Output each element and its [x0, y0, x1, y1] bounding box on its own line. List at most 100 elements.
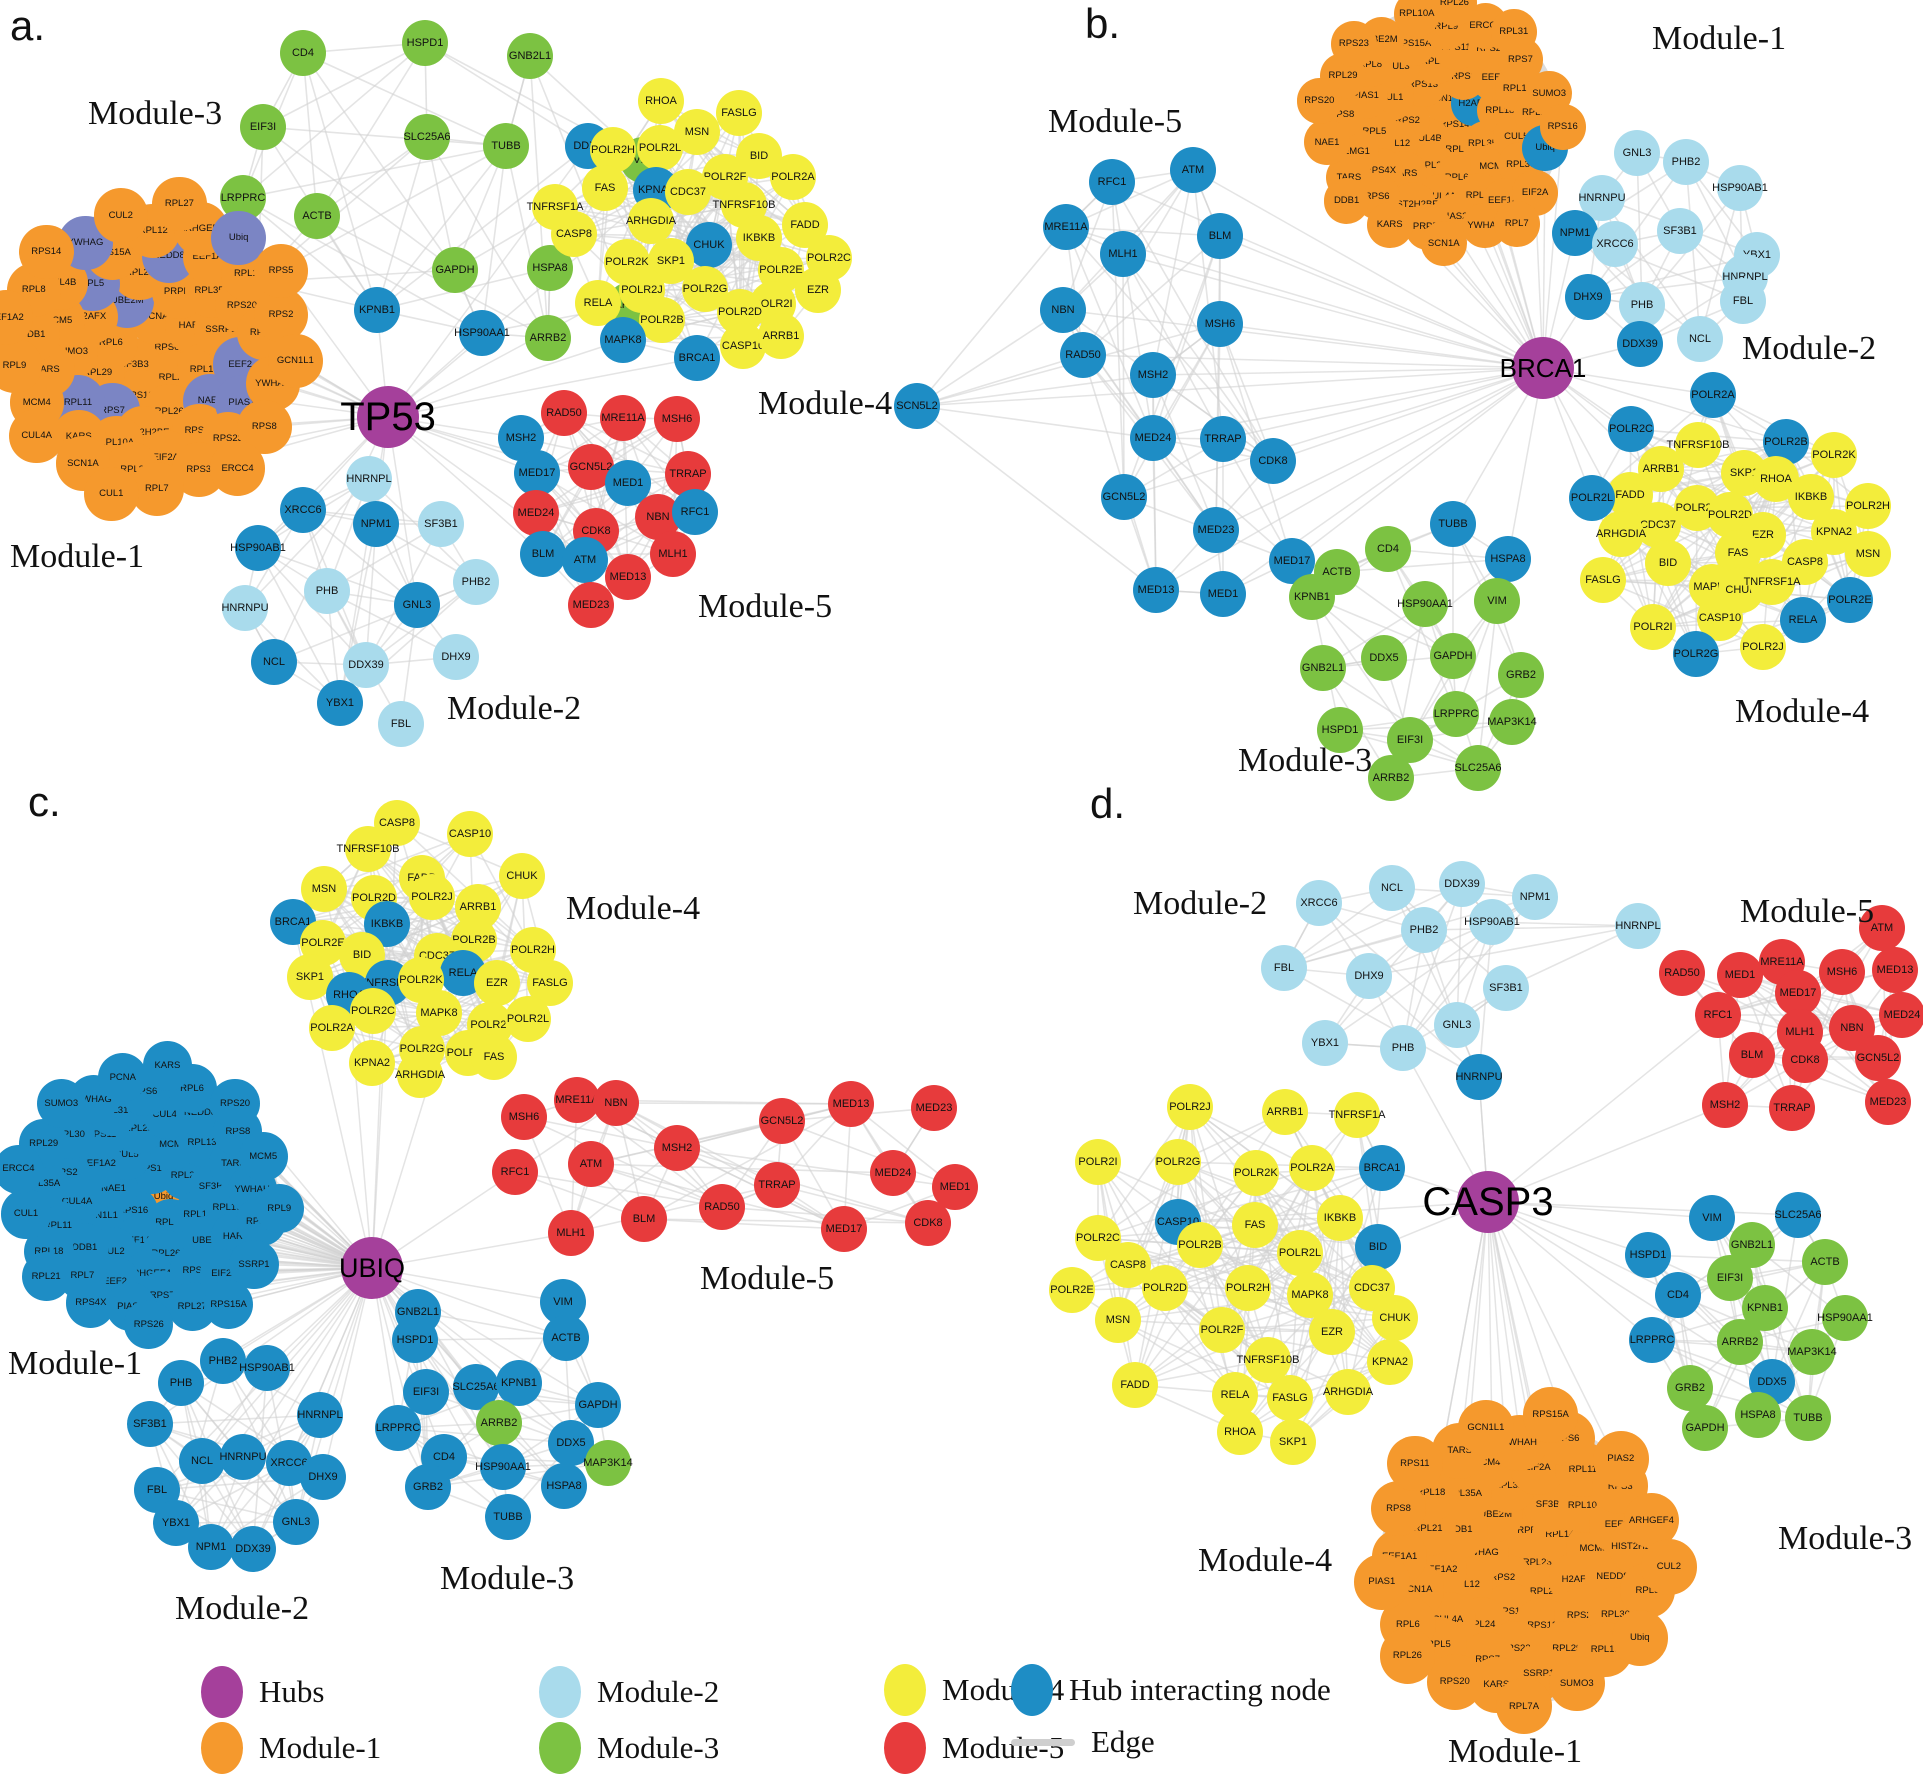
node-mlh1: MLH1 [650, 531, 696, 577]
node-npm1: NPM1 [188, 1524, 234, 1570]
node-hsp90aa1: HSP90AA1 [1817, 1295, 1873, 1341]
node-bid: BID [1645, 540, 1691, 586]
module2-swatch [539, 1666, 581, 1718]
node-med13: MED13 [1872, 947, 1918, 993]
node-msh2: MSH2 [1130, 352, 1176, 398]
node-eif3i: EIF3I [403, 1369, 449, 1415]
node-polr2d: POLR2D [1142, 1265, 1188, 1311]
node-rps26: RPS26 [124, 1299, 174, 1350]
node-polr2b: POLR2B [639, 297, 685, 343]
node-phb: PHB [304, 568, 350, 614]
node-rpl7: RPL7 [1493, 200, 1540, 247]
node-slc25a6: SLC25A6 [1454, 745, 1502, 791]
node-mapk8: MAPK8 [1287, 1272, 1333, 1318]
node-actb: ACTB [294, 193, 340, 239]
node-rad50: RAD50 [1659, 950, 1705, 996]
node-hspd1: HSPD1 [1625, 1232, 1671, 1278]
node-tnfrsf10b: TNFRSF10B [337, 826, 399, 872]
node-med1: MED1 [1200, 571, 1246, 617]
node-ddb1: DDB1 [1323, 177, 1370, 224]
node-brca1: BRCA1 [1359, 1145, 1405, 1191]
module-label-b-module-1: Module-1 [1652, 20, 1787, 57]
node-tubb: TUBB [1785, 1395, 1831, 1441]
hub-swatch [201, 1666, 243, 1718]
node-rpl31: RPL31 [1490, 9, 1537, 55]
node-fas: FAS [471, 1034, 517, 1080]
node-skp1: SKP1 [287, 954, 333, 1000]
module-label-d-module-5: Module-5 [1740, 893, 1875, 930]
node-mcm5: MCM5 [238, 1132, 288, 1182]
node-map3k14: MAP3K14 [1787, 1329, 1837, 1375]
node-rps20: RPS20 [1296, 78, 1343, 124]
module-label-c-module-4: Module-4 [566, 890, 701, 927]
node-med17: MED17 [514, 450, 560, 496]
node-rps20: RPS20 [1426, 1654, 1483, 1710]
node-mapk8: MAPK8 [600, 317, 646, 363]
node-arrb1: ARRB1 [1262, 1089, 1308, 1135]
node-gnb2l1: GNB2L1 [507, 33, 553, 79]
node-atm: ATM [568, 1141, 614, 1187]
node-arhgdia: ARHGDIA [626, 198, 676, 244]
node-actb: ACTB [543, 1315, 589, 1361]
node-tubb: TUBB [1430, 501, 1476, 547]
node-msh6: MSH6 [1197, 301, 1243, 347]
hub-tp53: TP53 [340, 386, 436, 448]
module-label-a-module-4: Module-4 [758, 385, 893, 422]
node-atm: ATM [1170, 147, 1216, 193]
node-gnb2l1: GNB2L1 [1729, 1222, 1775, 1268]
node-cul2: CUL2 [1641, 1538, 1697, 1595]
node-arrb1: ARRB1 [758, 313, 804, 359]
node-blm: BLM [1197, 213, 1243, 259]
module5-swatch [884, 1722, 926, 1774]
legend-label: Module-2 [597, 1674, 720, 1709]
node-hsp90aa1: HSP90AA1 [454, 310, 510, 356]
node-gcn5l2: GCN5L2 [1855, 1035, 1901, 1081]
node-kpnb1: KPNB1 [496, 1360, 542, 1406]
node-tnfrsf1a: TNFRSF1A [1329, 1092, 1385, 1138]
node-polr2a: POLR2A [1289, 1145, 1335, 1191]
node-rps15a: RPS15A [1522, 1387, 1579, 1443]
node-gcn5l2: GCN5L2 [1101, 474, 1147, 520]
node-actb: ACTB [1802, 1239, 1848, 1285]
node-polr2l: POLR2L [637, 125, 683, 171]
node-gcn1l1: GCN1L1 [268, 333, 323, 388]
node-dhx9: DHX9 [1346, 953, 1392, 999]
node-hnrnpu: HNRNPU [1455, 1054, 1503, 1100]
node-med24: MED24 [870, 1150, 916, 1196]
node-kars: KARS [1366, 202, 1413, 248]
node-cdc37: CDC37 [665, 169, 711, 215]
node-fas: FAS [1232, 1202, 1278, 1248]
node-ssrp1: SSRP1 [229, 1239, 279, 1289]
node-trrap: TRRAP [754, 1162, 800, 1208]
node-dhx9: DHX9 [433, 634, 479, 680]
legend-item-edge: Edge [1011, 1724, 1155, 1760]
node-hspd1: HSPD1 [402, 20, 448, 66]
node-med23: MED23 [911, 1085, 957, 1131]
node-phb2: PHB2 [200, 1338, 246, 1384]
node-vim: VIM [540, 1279, 586, 1325]
node-grb2: GRB2 [1667, 1365, 1713, 1411]
node-trrap: TRRAP [1769, 1085, 1815, 1131]
node-polr2c: POLR2C [350, 988, 396, 1034]
node-gapdh: GAPDH [432, 247, 478, 293]
node-cd4: CD4 [1655, 1272, 1701, 1318]
node-brca1: BRCA1 [674, 335, 720, 381]
node-map3k14: MAP3K14 [1487, 699, 1537, 745]
node-polr2j: POLR2J [1740, 624, 1786, 670]
node-med1: MED1 [1717, 952, 1763, 998]
node-pcna: PCNA [98, 1052, 148, 1102]
node-polr2c: POLR2C [1608, 406, 1654, 452]
node-slc25a6: SLC25A6 [1774, 1192, 1822, 1238]
node-trrap: TRRAP [1200, 416, 1246, 462]
node-kpna2: KPNA2 [349, 1040, 395, 1086]
node-hspa8: HSPA8 [1485, 536, 1531, 582]
node-fbl: FBL [378, 701, 424, 747]
module-label-a-module-2: Module-2 [447, 690, 582, 727]
node-sumo3: SUMO3 [36, 1079, 86, 1129]
legend-item-module-1: Module-1 [201, 1722, 381, 1774]
module-label-a-module-1: Module-1 [10, 538, 145, 575]
node-cd4: CD4 [1365, 526, 1411, 572]
node-lrpprc: LRPPRC [375, 1405, 421, 1451]
node-hspa8: HSPA8 [527, 245, 573, 291]
node-dhx9: DHX9 [300, 1454, 346, 1500]
